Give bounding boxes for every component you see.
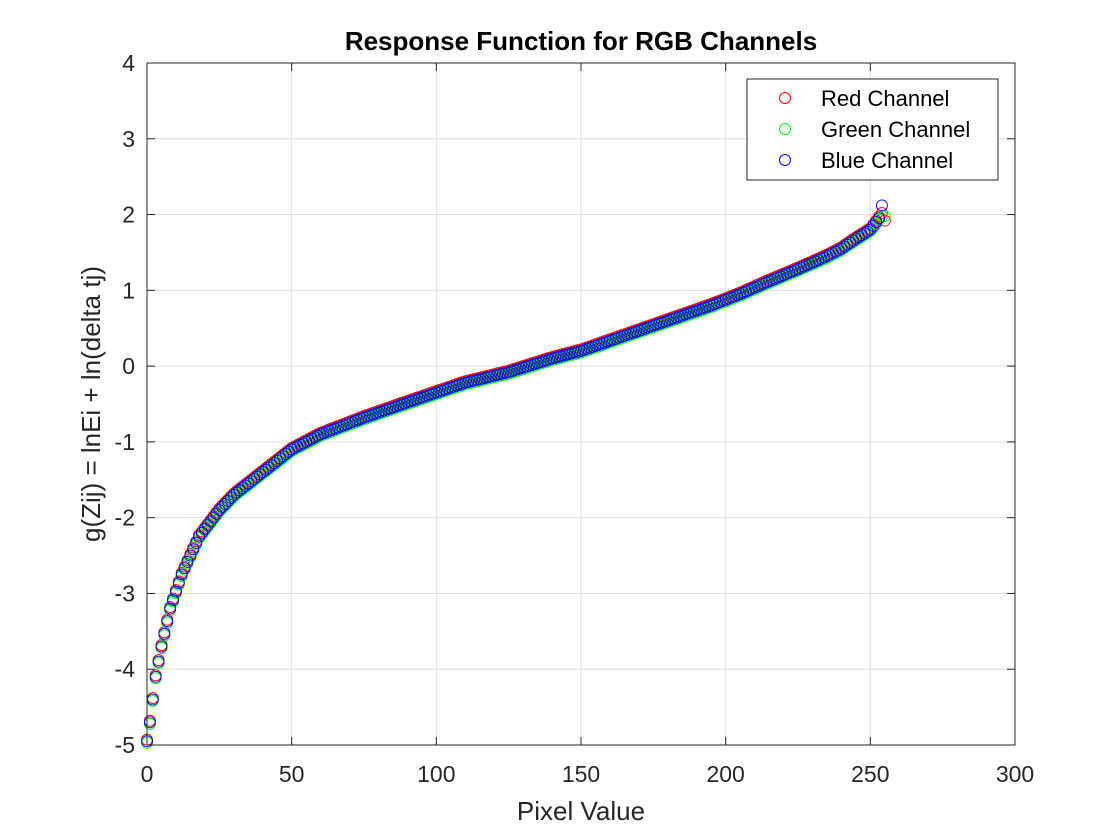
data-point: [873, 212, 885, 225]
y-tick-label: 1: [122, 277, 135, 303]
legend-label: Red Channel: [821, 86, 949, 111]
x-axis-label: Pixel Value: [517, 796, 645, 826]
data-point: [875, 199, 888, 212]
data-point: [169, 585, 182, 598]
x-tick-label: 0: [141, 761, 154, 787]
chart-title: Response Function for RGB Channels: [345, 26, 817, 56]
data-point: [204, 515, 217, 528]
data-point: [184, 549, 197, 562]
data-point: [190, 536, 203, 549]
legend-box: [746, 78, 999, 181]
legend-label: Green Channel: [821, 117, 970, 142]
legend-marker: [779, 123, 791, 135]
data-point: [864, 223, 877, 236]
y-tick-label: 3: [122, 126, 135, 152]
y-axis-label: g(Zij) = lnEi + ln(delta tj): [76, 266, 106, 542]
legend-label: Blue Channel: [821, 148, 953, 173]
data-point: [193, 530, 206, 543]
legend: Red Channel Green Channel Blue Channel: [746, 78, 999, 181]
data-point: [175, 568, 188, 581]
data-point: [835, 242, 848, 255]
x-tick-label: 100: [417, 761, 455, 787]
data-series: [141, 199, 891, 749]
data-point: [172, 577, 185, 589]
data-point: [201, 519, 214, 532]
data-point: [311, 429, 324, 442]
data-point: [187, 543, 200, 556]
y-tick-label: -5: [115, 732, 135, 758]
legend-marker: [779, 154, 791, 166]
data-point: [832, 244, 845, 257]
data-point: [855, 229, 868, 242]
data-point: [844, 236, 857, 249]
data-point: [198, 523, 211, 535]
y-tick-label: -3: [115, 580, 135, 606]
data-point: [849, 232, 862, 245]
data-point: [152, 655, 165, 668]
data-point: [143, 716, 156, 729]
y-tick-label: -4: [115, 656, 136, 682]
x-tick-label: 200: [706, 761, 744, 787]
data-point: [282, 445, 295, 458]
x-tick-label: 50: [279, 761, 305, 787]
series-blue-channel: [141, 199, 888, 748]
data-point: [207, 511, 220, 524]
legend-marker: [779, 92, 791, 104]
data-point: [149, 670, 162, 683]
data-point: [196, 526, 208, 539]
y-tick-label: 0: [122, 353, 135, 379]
data-point: [847, 234, 859, 247]
data-point: [158, 627, 171, 640]
data-point: [852, 231, 865, 243]
data-point: [167, 594, 179, 607]
y-tick-label: -1: [115, 429, 135, 455]
data-point: [181, 555, 194, 568]
y-tick-label: -2: [115, 505, 135, 531]
y-tick-label: 2: [122, 202, 135, 228]
data-point: [155, 640, 168, 653]
data-point: [870, 216, 883, 229]
x-tick-label: 150: [562, 761, 600, 787]
data-point: [178, 562, 191, 575]
x-tick-label: 300: [996, 761, 1034, 787]
data-point: [858, 227, 871, 240]
y-tick-label: 4: [122, 50, 135, 76]
x-tick-label: 250: [851, 761, 889, 787]
axis-ticks: 0 50 100 150 200 250 300 -5 -4 -3 -2 -1 0 1 2 3 4: [115, 50, 1035, 787]
data-point: [164, 602, 177, 615]
data-point: [867, 219, 880, 232]
data-point: [161, 615, 174, 628]
data-point: [838, 240, 851, 253]
data-point: [841, 238, 854, 251]
